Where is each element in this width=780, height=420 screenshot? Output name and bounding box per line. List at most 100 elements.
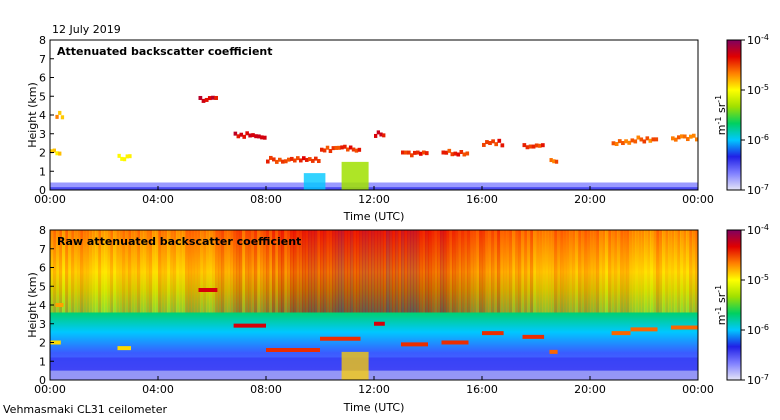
cloud-cell bbox=[58, 110, 62, 115]
colorbar-1: 10-4 10-5 10-6 10-7 m-1 sr-1 bbox=[714, 33, 769, 197]
raw-cloud-cell bbox=[401, 342, 428, 347]
raw-noise-column bbox=[611, 230, 615, 313]
raw-noise-column bbox=[302, 230, 306, 313]
x-tick-label: 20:00 bbox=[574, 193, 606, 206]
cloud-cell bbox=[465, 151, 470, 156]
cloud-cell bbox=[328, 149, 333, 154]
cloud-cell bbox=[614, 142, 619, 147]
cloud-cell bbox=[680, 134, 684, 139]
raw-precip-column bbox=[341, 351, 369, 380]
raw-noise-column bbox=[671, 230, 675, 313]
raw-noise-column bbox=[542, 230, 546, 313]
raw-noise-column bbox=[218, 230, 222, 313]
raw-cloud-cell bbox=[441, 340, 469, 345]
cloud-cell bbox=[128, 154, 132, 159]
panel-attenuated: 0 1 2 3 4 5 6 7 8 00:00 04:00 08:00 12:00 16:00 20:00… bbox=[26, 34, 714, 223]
raw-noise-column bbox=[137, 230, 141, 313]
cloud-cell bbox=[257, 134, 261, 139]
raw-noise-column bbox=[245, 230, 249, 313]
raw-noise-column bbox=[407, 230, 411, 313]
raw-noise-column bbox=[122, 230, 126, 313]
raw-noise-column bbox=[362, 230, 366, 313]
raw-noise-column bbox=[575, 230, 579, 313]
raw-noise-column bbox=[668, 230, 672, 313]
raw-noise-column bbox=[572, 230, 576, 313]
cloud-cell bbox=[413, 150, 417, 155]
raw-noise-column bbox=[509, 230, 513, 313]
raw-noise-column bbox=[221, 230, 225, 313]
raw-noise-column bbox=[566, 230, 570, 313]
cloud-cell bbox=[239, 132, 244, 137]
raw-noise-column bbox=[68, 230, 72, 313]
colorbar-1-bar bbox=[726, 39, 742, 191]
cloud-cell bbox=[404, 150, 408, 155]
cloud-cell bbox=[488, 141, 492, 146]
raw-noise-column bbox=[623, 230, 627, 313]
raw-noise-column bbox=[179, 230, 183, 313]
raw-noise-column bbox=[470, 230, 474, 313]
raw-noise-column bbox=[614, 230, 618, 313]
cloud-cell bbox=[320, 147, 324, 152]
raw-noise-column bbox=[365, 230, 369, 313]
raw-noise-column bbox=[185, 230, 189, 313]
cloud-cell bbox=[686, 137, 690, 142]
raw-noise-column bbox=[62, 230, 66, 313]
raw-noise-column bbox=[359, 230, 363, 313]
raw-noise-column bbox=[335, 230, 339, 313]
cloud-cell bbox=[248, 133, 252, 138]
cloud-cell bbox=[522, 143, 527, 148]
cloud-cell bbox=[263, 135, 267, 140]
cloud-cell bbox=[278, 157, 282, 162]
y-tick-label: 5 bbox=[39, 280, 46, 293]
cloud-cell bbox=[645, 136, 650, 141]
raw-noise-column bbox=[83, 230, 87, 313]
raw-noise-column bbox=[173, 230, 177, 313]
plot-area-1 bbox=[50, 40, 698, 190]
y-tick-label: 7 bbox=[39, 53, 46, 66]
y-tick-label: 3 bbox=[39, 128, 46, 141]
cloud-cell bbox=[611, 141, 616, 146]
y-tick-label: 6 bbox=[39, 262, 46, 275]
raw-noise-column bbox=[338, 230, 342, 313]
raw-noise-column bbox=[416, 230, 420, 313]
x-tick-label: 04:00 bbox=[142, 193, 174, 206]
colorbar-2: 10-4 10-5 10-6 10-7 m-1 sr-1 bbox=[714, 223, 769, 387]
y-ticks-2: 0 1 2 3 4 5 6 7 8 bbox=[39, 224, 54, 387]
raw-noise-column bbox=[563, 230, 567, 313]
raw-noise-column bbox=[533, 230, 537, 313]
cloud-cell bbox=[204, 97, 209, 102]
cloud-cell bbox=[541, 143, 545, 148]
cloud-cell bbox=[534, 143, 539, 148]
x-tick-label: 00:00 bbox=[34, 193, 66, 206]
raw-noise-column bbox=[410, 230, 414, 313]
raw-noise-column bbox=[653, 230, 657, 313]
cloud-cell bbox=[305, 157, 309, 162]
y-tick-label: 4 bbox=[39, 109, 46, 122]
raw-noise-column bbox=[197, 230, 201, 313]
raw-noise-column bbox=[482, 230, 486, 313]
cloud-cell bbox=[407, 150, 411, 155]
raw-noise-column bbox=[629, 230, 633, 313]
raw-noise-column bbox=[320, 230, 324, 313]
raw-noise-column bbox=[323, 230, 327, 313]
cloud-cell bbox=[633, 139, 638, 144]
raw-noise-column bbox=[395, 230, 399, 313]
cloud-cell bbox=[683, 134, 687, 139]
cloud-cell bbox=[459, 150, 464, 155]
raw-noise-column bbox=[140, 230, 144, 313]
raw-noise-column bbox=[206, 230, 210, 313]
raw-noise-column bbox=[332, 230, 336, 313]
raw-noise-column bbox=[431, 230, 435, 313]
raw-cloud-cell bbox=[266, 348, 320, 352]
raw-noise-column bbox=[449, 230, 453, 313]
cloud-cell bbox=[299, 158, 303, 163]
raw-noise-column bbox=[398, 230, 402, 313]
raw-noise-column bbox=[104, 230, 108, 313]
cloud-cell bbox=[450, 152, 455, 157]
raw-noise-column bbox=[107, 230, 111, 313]
raw-noise-column bbox=[602, 230, 606, 313]
raw-noise-column bbox=[383, 230, 387, 313]
raw-cloud-cell bbox=[374, 321, 385, 326]
raw-noise-column bbox=[317, 230, 321, 313]
